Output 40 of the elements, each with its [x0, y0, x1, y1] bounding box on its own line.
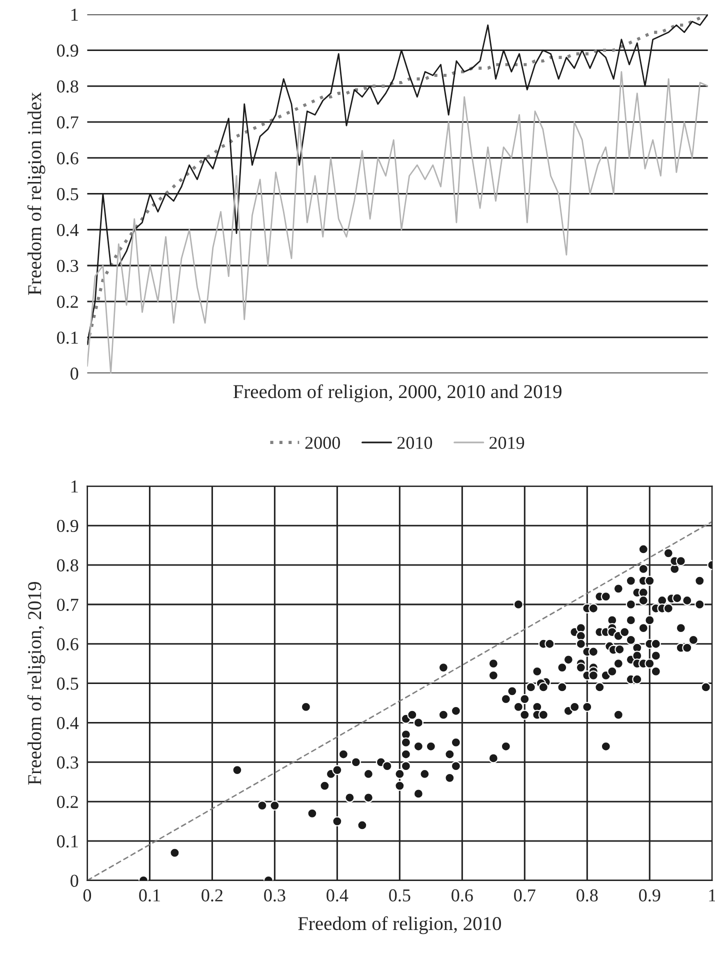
y-tick-label: 0.3: [57, 756, 78, 769]
y-tick-label: 0.1: [57, 332, 78, 344]
y-tick-label: 0.8: [57, 559, 78, 572]
x-tick-label: 0.8: [576, 889, 598, 902]
y-tick-label: 0: [70, 367, 78, 380]
y-tick-label: 0.6: [57, 638, 78, 650]
y-tick-label: 0.3: [57, 260, 78, 272]
x-tick-label: 0.9: [639, 889, 660, 902]
y-tick-label: 0: [70, 874, 78, 887]
x-tick-label: 0.6: [452, 889, 473, 902]
y-tick-label: 1: [71, 480, 78, 492]
x-axis-title: Freedom of religion, 2000, 2010 and 2019: [233, 384, 562, 402]
x-tick-label: 0.5: [389, 889, 410, 902]
y-axis-title: Freedom of religion index: [27, 92, 46, 296]
y-tick-label: 0.5: [57, 188, 78, 200]
y-tick-label: 0.7: [57, 116, 78, 129]
y-tick-label: 0.5: [57, 678, 78, 690]
x-tick-label: 0.7: [514, 889, 536, 902]
x-tick-label: 0.3: [264, 889, 286, 902]
y-tick-label: 1: [71, 8, 78, 21]
y-tick-label: 0.2: [57, 296, 78, 308]
y-tick-label: 0.7: [57, 598, 78, 611]
x-tick-label: 0: [83, 889, 92, 902]
x-tick-label: 0.1: [139, 889, 160, 902]
y-tick-label: 0.6: [57, 152, 78, 164]
y-axis-title: Freedom of religion, 2019: [27, 582, 46, 785]
y-tick-label: 0.1: [57, 835, 78, 848]
y-tick-label: 0.9: [57, 44, 78, 57]
x-tick-label: 0.4: [326, 889, 348, 902]
legend-label: 2019: [490, 436, 524, 449]
y-tick-label: 0.4: [57, 224, 79, 236]
x-axis-title: Freedom of religion, 2010: [298, 916, 502, 934]
legend-label: 2010: [397, 436, 432, 449]
x-tick-label: 0.2: [202, 889, 222, 902]
line-series: [87, 71, 708, 374]
y-tick-label: 0.2: [57, 796, 78, 808]
y-tick-label: 0.8: [57, 80, 78, 93]
y-tick-label: 0.9: [57, 520, 78, 532]
y-tick-label: 0.4: [57, 716, 79, 730]
legend-label: 2000: [305, 436, 340, 449]
